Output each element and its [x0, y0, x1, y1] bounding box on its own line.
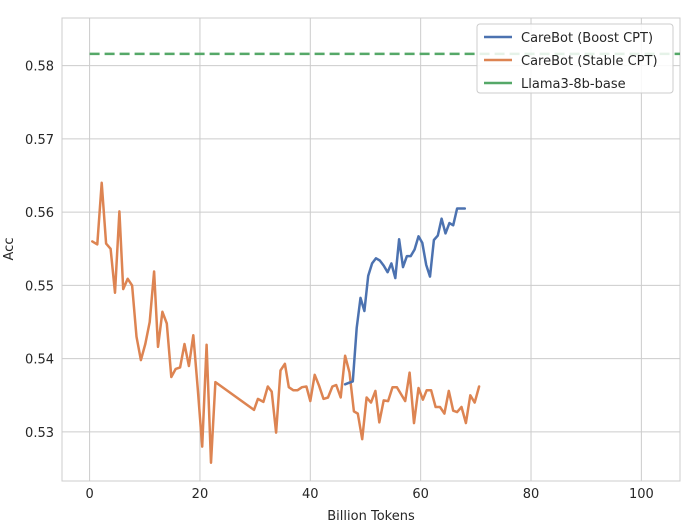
x-tick-label: 0 — [85, 487, 93, 502]
x-tick-label: 80 — [523, 487, 540, 502]
x-tick-label: 60 — [412, 487, 429, 502]
y-tick-label: 0.58 — [25, 60, 54, 75]
x-tick-label: 100 — [629, 487, 654, 502]
legend-label-1: CareBot (Stable CPT) — [521, 54, 658, 69]
y-tick-label: 0.57 — [25, 133, 54, 148]
series-layer — [89, 52, 680, 464]
legend-label-2: Llama3-8b-base — [521, 77, 626, 92]
y-axis-label: Acc — [2, 238, 17, 261]
series-line-0 — [343, 207, 467, 386]
x-tick-label: 20 — [192, 487, 209, 502]
y-tick-labels: 0.53 0.54 0.55 0.56 0.57 0.58 — [25, 60, 54, 441]
y-tick-label: 0.55 — [25, 279, 54, 294]
y-tick-label: 0.53 — [25, 426, 54, 441]
y-tick-label: 0.56 — [25, 206, 54, 221]
series-line-1 — [91, 181, 481, 464]
x-axis-label: Billion Tokens — [327, 509, 415, 524]
y-tick-label: 0.54 — [25, 353, 54, 368]
legend-label-0: CareBot (Boost CPT) — [521, 31, 653, 46]
x-tick-label: 40 — [302, 487, 319, 502]
legend: CareBot (Boost CPT) CareBot (Stable CPT) L… — [476, 23, 674, 94]
x-tick-labels: 0 20 40 60 80 100 — [85, 487, 653, 502]
legend-box — [476, 23, 674, 94]
